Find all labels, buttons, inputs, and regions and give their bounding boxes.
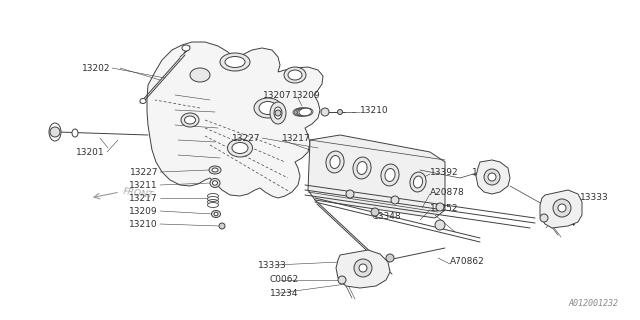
Ellipse shape <box>211 211 221 218</box>
Text: FRONT: FRONT <box>122 188 154 201</box>
Circle shape <box>219 223 225 229</box>
Text: 13217: 13217 <box>129 194 158 203</box>
Ellipse shape <box>184 116 195 124</box>
Text: 13348: 13348 <box>373 212 402 220</box>
Text: 13201: 13201 <box>76 148 105 156</box>
Ellipse shape <box>209 166 221 174</box>
Ellipse shape <box>207 196 218 202</box>
Ellipse shape <box>212 168 218 172</box>
Circle shape <box>436 203 444 211</box>
Ellipse shape <box>298 108 312 116</box>
Text: A70862: A70862 <box>450 258 484 267</box>
Text: A012001232: A012001232 <box>568 299 618 308</box>
Text: 13210: 13210 <box>360 106 388 115</box>
Text: 13392: 13392 <box>430 167 459 177</box>
Ellipse shape <box>326 151 344 173</box>
Ellipse shape <box>72 129 78 137</box>
Ellipse shape <box>353 157 371 179</box>
Circle shape <box>321 108 329 116</box>
Circle shape <box>50 127 60 137</box>
Ellipse shape <box>207 203 218 207</box>
Polygon shape <box>476 160 510 194</box>
Ellipse shape <box>410 172 426 192</box>
Ellipse shape <box>232 142 248 154</box>
Circle shape <box>346 190 354 198</box>
Polygon shape <box>147 42 323 198</box>
Text: 13333: 13333 <box>258 260 287 269</box>
Ellipse shape <box>225 57 245 68</box>
Ellipse shape <box>274 107 282 119</box>
Text: 13217: 13217 <box>282 133 310 142</box>
Text: 13209: 13209 <box>129 206 158 215</box>
Circle shape <box>553 199 571 217</box>
Ellipse shape <box>259 101 277 115</box>
Circle shape <box>540 214 548 222</box>
Circle shape <box>488 173 496 181</box>
Text: 13209: 13209 <box>292 91 321 100</box>
Circle shape <box>337 109 342 115</box>
Ellipse shape <box>49 123 61 141</box>
Ellipse shape <box>385 169 395 181</box>
Polygon shape <box>308 135 445 218</box>
Ellipse shape <box>182 45 190 51</box>
Circle shape <box>391 196 399 204</box>
Ellipse shape <box>294 108 308 116</box>
Text: A20878: A20878 <box>430 188 465 196</box>
Circle shape <box>386 254 394 262</box>
Text: 13330: 13330 <box>472 167 500 177</box>
Ellipse shape <box>270 102 286 124</box>
Text: 13227: 13227 <box>232 133 260 142</box>
Circle shape <box>435 220 445 230</box>
Ellipse shape <box>254 98 282 118</box>
Text: 13207: 13207 <box>263 91 292 100</box>
Text: C0062: C0062 <box>548 205 577 214</box>
Polygon shape <box>540 190 582 228</box>
Ellipse shape <box>413 176 422 188</box>
Circle shape <box>354 259 372 277</box>
Ellipse shape <box>190 68 210 82</box>
Circle shape <box>371 208 379 216</box>
Text: 13211: 13211 <box>129 180 158 189</box>
Ellipse shape <box>357 162 367 174</box>
Circle shape <box>558 204 566 212</box>
Ellipse shape <box>288 70 302 80</box>
Text: 13234: 13234 <box>548 219 577 228</box>
Ellipse shape <box>381 164 399 186</box>
Text: 13234: 13234 <box>270 289 298 298</box>
Polygon shape <box>336 250 390 288</box>
Text: 13333: 13333 <box>580 193 609 202</box>
Circle shape <box>359 264 367 272</box>
Ellipse shape <box>220 53 250 71</box>
Circle shape <box>275 110 281 116</box>
Text: 13227: 13227 <box>129 167 158 177</box>
Ellipse shape <box>181 113 199 127</box>
Ellipse shape <box>284 67 306 83</box>
Text: 13252: 13252 <box>430 204 458 212</box>
Text: C0062: C0062 <box>270 276 299 284</box>
Text: 13210: 13210 <box>129 220 158 228</box>
Circle shape <box>484 169 500 185</box>
Ellipse shape <box>214 212 218 216</box>
Ellipse shape <box>140 99 146 103</box>
Circle shape <box>338 276 346 284</box>
Text: 13202: 13202 <box>81 63 110 73</box>
Ellipse shape <box>212 181 218 185</box>
Ellipse shape <box>227 139 253 157</box>
Ellipse shape <box>210 179 220 188</box>
Ellipse shape <box>330 156 340 168</box>
